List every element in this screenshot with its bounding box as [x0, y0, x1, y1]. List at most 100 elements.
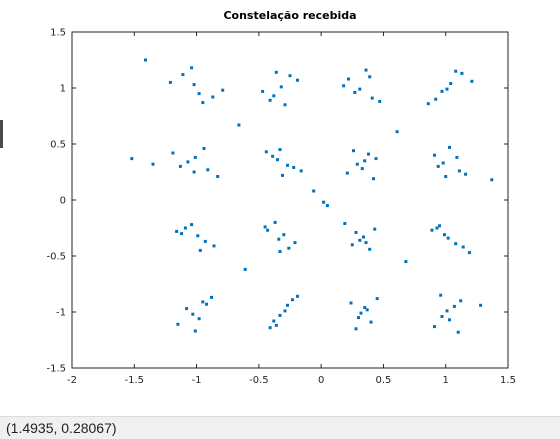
- data-point: [221, 88, 225, 92]
- data-point: [358, 238, 362, 242]
- data-point: [271, 154, 275, 158]
- data-point: [193, 155, 197, 159]
- data-point: [357, 316, 360, 320]
- data-point: [171, 151, 175, 155]
- data-point: [342, 84, 346, 88]
- data-point: [287, 246, 291, 250]
- data-point: [352, 149, 355, 153]
- data-point: [430, 228, 434, 232]
- data-point: [325, 204, 329, 208]
- data-point: [375, 297, 379, 301]
- data-point: [178, 164, 182, 168]
- data-point: [448, 318, 451, 322]
- data-point: [353, 91, 357, 94]
- data-point: [367, 152, 370, 156]
- data-point: [479, 303, 483, 307]
- data-point: [286, 163, 289, 167]
- data-point: [363, 306, 367, 309]
- data-point: [283, 103, 287, 107]
- data-point: [374, 157, 378, 161]
- data-point: [216, 175, 220, 178]
- data-point: [440, 315, 444, 318]
- data-point: [278, 148, 282, 152]
- data-point: [459, 299, 463, 303]
- data-point: [464, 172, 468, 176]
- data-point: [444, 175, 448, 178]
- data-point: [197, 317, 201, 321]
- y-tick-label: 0.5: [50, 140, 66, 151]
- data-point: [296, 294, 299, 298]
- data-point: [288, 74, 292, 78]
- data-point: [440, 89, 444, 93]
- data-point: [201, 300, 205, 304]
- window-edge-marker: [0, 120, 3, 148]
- data-point: [378, 99, 382, 103]
- data-point: [190, 66, 194, 70]
- data-point: [243, 267, 247, 271]
- data-point: [434, 97, 438, 101]
- y-tick-label: 0: [60, 196, 66, 207]
- data-point: [368, 247, 372, 251]
- data-point: [278, 313, 282, 317]
- x-tick-label: -2: [67, 375, 77, 386]
- data-point: [443, 233, 446, 237]
- data-point: [446, 236, 450, 240]
- data-point: [439, 293, 443, 297]
- data-point: [452, 304, 456, 308]
- data-point: [457, 169, 461, 173]
- data-point: [454, 69, 458, 73]
- data-points: [130, 58, 494, 334]
- data-point: [268, 98, 272, 102]
- data-point: [359, 311, 363, 315]
- scatter-plot[interactable]: -2 -1.5 -1 -0.5 0 0.5 1 1.51.510.50-0.5-1-1.5 C…: [0, 0, 560, 416]
- data-point: [281, 173, 284, 177]
- data-point: [312, 189, 316, 193]
- data-point: [272, 319, 276, 323]
- data-point: [192, 170, 196, 174]
- data-point: [490, 178, 494, 182]
- data-point: [175, 229, 179, 233]
- y-tick-label: -1.5: [46, 364, 66, 375]
- data-point: [274, 323, 278, 327]
- x-tick-label: 1: [443, 375, 449, 386]
- data-point: [292, 166, 296, 169]
- data-point: [350, 243, 354, 247]
- data-point: [470, 79, 474, 83]
- data-point: [454, 242, 458, 246]
- axes-background: [72, 32, 508, 368]
- data-point: [268, 326, 272, 330]
- data-point: [261, 89, 265, 93]
- data-point: [237, 123, 241, 127]
- data-point: [198, 248, 202, 252]
- data-point: [282, 233, 286, 237]
- data-point: [461, 245, 465, 249]
- data-point: [279, 85, 283, 89]
- data-point: [368, 75, 372, 79]
- data-point: [343, 222, 347, 225]
- data-point: [293, 241, 297, 245]
- data-point: [193, 329, 197, 333]
- status-bar: (1.4935, 0.28067): [0, 416, 560, 439]
- data-point: [186, 160, 190, 164]
- data-point: [433, 325, 436, 329]
- data-point: [362, 235, 365, 239]
- data-point: [347, 77, 350, 81]
- data-point: [345, 171, 349, 175]
- data-point: [196, 234, 200, 238]
- x-tick-label: 0.5: [375, 375, 391, 386]
- y-tick-label: -0.5: [46, 252, 66, 263]
- y-tick-label: -1: [56, 308, 66, 319]
- data-point: [395, 130, 399, 134]
- data-point: [445, 87, 449, 91]
- y-tick-label: 1: [60, 84, 66, 95]
- data-point: [210, 295, 213, 299]
- data-point: [191, 312, 195, 316]
- data-point: [404, 260, 408, 264]
- data-point: [372, 177, 375, 181]
- data-point: [436, 164, 440, 168]
- data-point: [441, 161, 445, 165]
- data-point: [272, 94, 276, 98]
- data-point: [277, 237, 281, 241]
- y-tick-label: 1.5: [50, 28, 66, 39]
